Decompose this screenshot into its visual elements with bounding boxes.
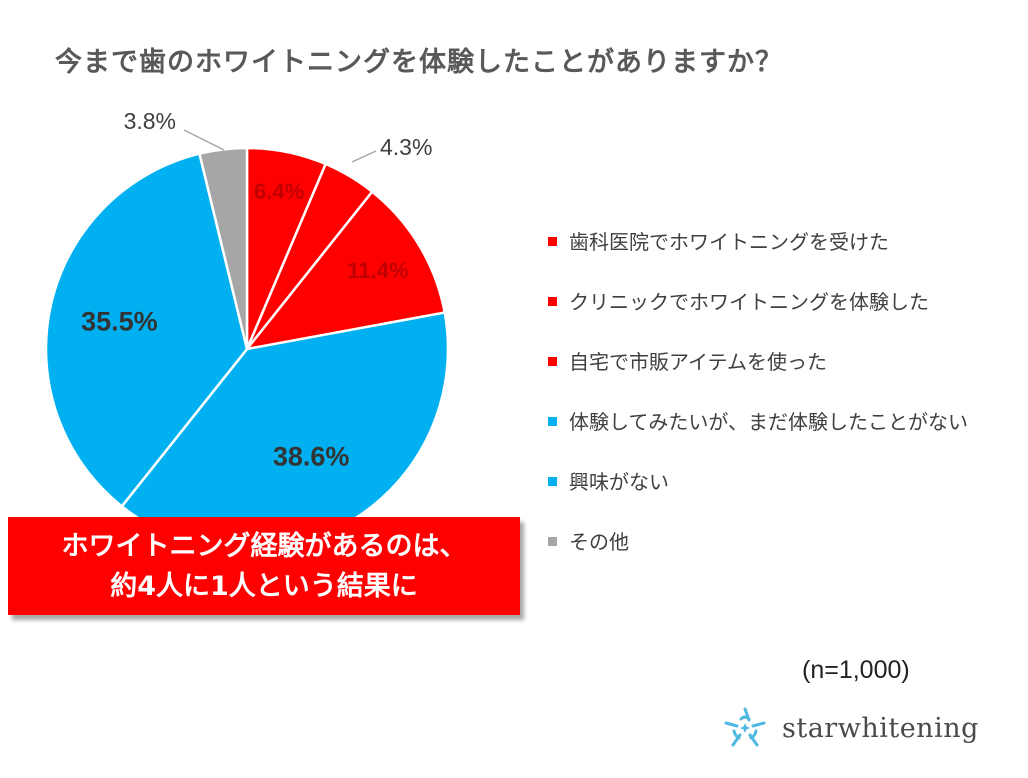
legend-label: 興味がない [569, 470, 669, 494]
legend-item-3: 自宅で市販アイテムを使った [548, 348, 968, 408]
legend-swatch [548, 297, 557, 306]
callout-line-2: 約4人に1人という結果に [110, 571, 418, 602]
legend-item-2: クリニックでホワイトニングを体験した [548, 288, 968, 348]
slice-label-6: 3.8% [124, 108, 176, 134]
slice-label-4: 38.6% [273, 441, 350, 471]
leader-line-2 [351, 150, 377, 163]
slice-label-1: 6.4% [254, 179, 304, 204]
slice-label-2: 4.3% [380, 134, 432, 160]
legend-item-1: 歯科医院でホワイトニングを受けた [548, 228, 968, 288]
legend-swatch [548, 357, 557, 366]
legend-label: 体験してみたいが、まだ体験したことがない [569, 410, 968, 434]
chart-title: 今まで歯のホワイトニングを体験したことがありますか？ [55, 47, 783, 78]
chart-legend: 歯科医院でホワイトニングを受けたクリニックでホワイトニングを体験した 自宅で市販ア… [548, 228, 968, 588]
legend-label: 歯科医院でホワイトニングを受けた [569, 230, 889, 254]
legend-item-5: 興味がない [548, 468, 968, 528]
star-logo-icon [724, 707, 766, 747]
legend-label: その他 [569, 530, 629, 554]
legend-swatch [548, 417, 557, 426]
sample-size-note: (n=1,000) [802, 656, 910, 684]
legend-swatch [548, 537, 557, 546]
summary-callout: ホワイトニング経験があるのは、 約4人に1人という結果に [8, 517, 520, 615]
legend-label: クリニックでホワイトニングを体験した [569, 290, 929, 314]
pie-slice-5 [44, 152, 249, 509]
callout-line-1: ホワイトニング経験があるのは、 [61, 531, 467, 562]
pie-slice-3 [243, 189, 447, 351]
brand-logo: starwhitening [722, 706, 979, 750]
slice-label-5: 35.5% [81, 306, 158, 336]
legend-swatch [548, 237, 557, 246]
leader-line-6 [183, 129, 225, 151]
slice-label-3: 11.4% [347, 258, 408, 283]
brand-name: starwhitening [782, 712, 979, 744]
legend-item-4: 体験してみたいが、まだ体験したことがない [548, 408, 968, 468]
legend-swatch [548, 477, 557, 486]
legend-item-6: その他 [548, 528, 968, 588]
legend-label: 自宅で市販アイテムを使った [569, 350, 827, 374]
